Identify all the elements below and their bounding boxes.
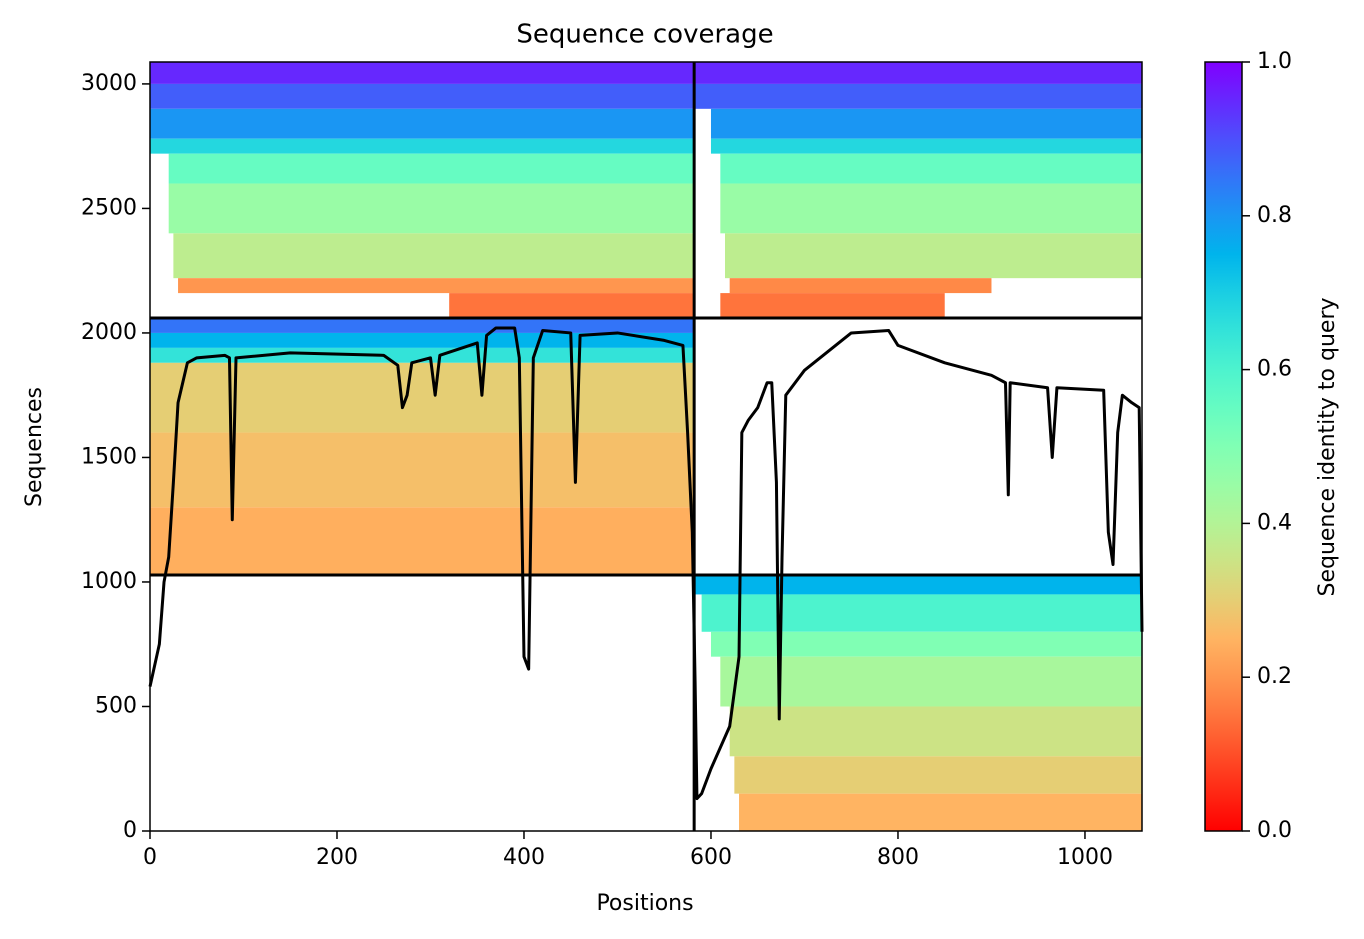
- heatmap-band: [449, 293, 695, 319]
- colorbar-label: Sequence identity to query: [1315, 297, 1340, 596]
- heatmap-band: [720, 293, 945, 319]
- coverage-line: [148, 326, 1144, 801]
- heatmap-band: [150, 83, 695, 109]
- heatmap-band: [150, 332, 695, 348]
- heatmap-band: [173, 233, 695, 279]
- heatmap-band: [168, 183, 695, 234]
- heatmap-band: [150, 507, 695, 575]
- chart-title: Sequence coverage: [516, 20, 773, 50]
- y-tick-label: 0: [123, 818, 137, 843]
- heatmap-band: [710, 631, 1142, 657]
- y-tick-label: 500: [95, 693, 137, 718]
- heatmap-band: [694, 83, 1142, 109]
- x-tick-label: 600: [690, 845, 732, 870]
- x-tick-label: 0: [143, 845, 157, 870]
- heatmap-band: [729, 706, 1142, 757]
- colorbar-tick-label: 0.0: [1257, 818, 1292, 843]
- y-tick-label: 2000: [81, 320, 137, 345]
- colorbar-tick-label: 0.4: [1257, 510, 1292, 535]
- x-tick-label: 800: [877, 845, 919, 870]
- heatmap-band: [734, 756, 1142, 794]
- heatmap-band: [150, 347, 695, 363]
- heatmap-band: [720, 183, 1142, 234]
- y-tick-label: 3000: [81, 71, 137, 96]
- heatmap-band: [150, 362, 695, 433]
- heatmap-band: [150, 108, 695, 139]
- x-axis-label: Positions: [596, 891, 693, 916]
- plot-frame: [149, 61, 1143, 832]
- heatmap-band: [150, 62, 695, 84]
- x-tick-label: 1000: [1057, 845, 1113, 870]
- colorbar-tick-label: 0.2: [1257, 664, 1292, 689]
- heatmap-band: [720, 656, 1142, 707]
- x-tick-label: 400: [503, 845, 545, 870]
- heatmap-band: [694, 574, 1142, 595]
- colorbar: [1204, 61, 1243, 832]
- colorbar-tick-label: 0.6: [1257, 357, 1292, 382]
- heatmap-band: [729, 278, 992, 294]
- y-tick-label: 1000: [81, 569, 137, 594]
- heatmap-band: [710, 138, 1142, 154]
- heatmap-band: [150, 432, 695, 508]
- y-tick-label: 1500: [81, 444, 137, 469]
- heatmap-band: [710, 108, 1142, 139]
- heatmap-band: [150, 318, 695, 333]
- heatmap-band: [725, 233, 1142, 279]
- y-tick-label: 2500: [81, 195, 137, 220]
- heatmap-band: [168, 153, 695, 184]
- x-tick-label: 200: [316, 845, 358, 870]
- heatmap-band: [694, 62, 1142, 84]
- colorbar-tick-label: 0.8: [1257, 203, 1292, 228]
- heatmap-band: [701, 594, 1142, 632]
- heatmap-band: [720, 153, 1142, 184]
- colorbar-tick-label: 1.0: [1257, 49, 1292, 74]
- heatmap-band: [178, 278, 695, 294]
- heatmap-band: [739, 793, 1142, 831]
- heatmap-band: [150, 138, 695, 154]
- y-axis-label: Sequences: [22, 387, 47, 507]
